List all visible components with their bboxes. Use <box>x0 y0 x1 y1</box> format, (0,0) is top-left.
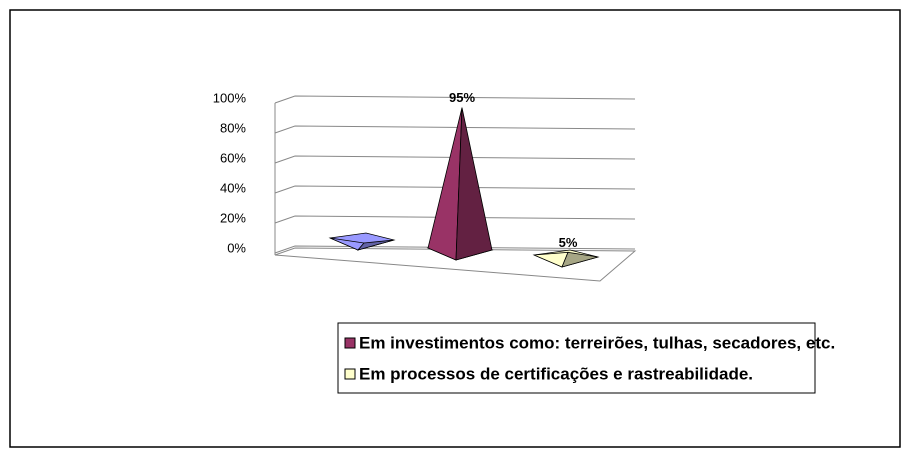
pyramid-side <box>561 251 599 268</box>
grid-line <box>274 185 636 194</box>
y-tick-label: 0% <box>227 240 246 255</box>
pyramid-side <box>356 239 395 251</box>
y-tick-label: 80% <box>220 120 246 135</box>
grid-line <box>274 125 636 134</box>
y-tick-label: 40% <box>220 180 246 195</box>
data-label: 95% <box>449 90 475 105</box>
legend-label: Em investimentos como: terreirões, tulha… <box>359 333 835 352</box>
grid-line <box>274 95 636 104</box>
floor <box>274 247 637 282</box>
legend-swatch <box>344 337 356 349</box>
y-tick-label: 60% <box>220 150 246 165</box>
y-tick-label: 20% <box>220 210 246 225</box>
grid-line <box>274 245 636 254</box>
legend-swatch <box>344 368 356 380</box>
grid-line <box>274 155 636 164</box>
pyramid-side <box>455 107 493 261</box>
grid-line <box>274 215 636 224</box>
y-tick-label: 100% <box>213 90 247 105</box>
legend-label: Em processos de certificações e rastreab… <box>359 364 753 383</box>
legend-box <box>337 322 816 394</box>
data-label: 5% <box>559 235 578 250</box>
